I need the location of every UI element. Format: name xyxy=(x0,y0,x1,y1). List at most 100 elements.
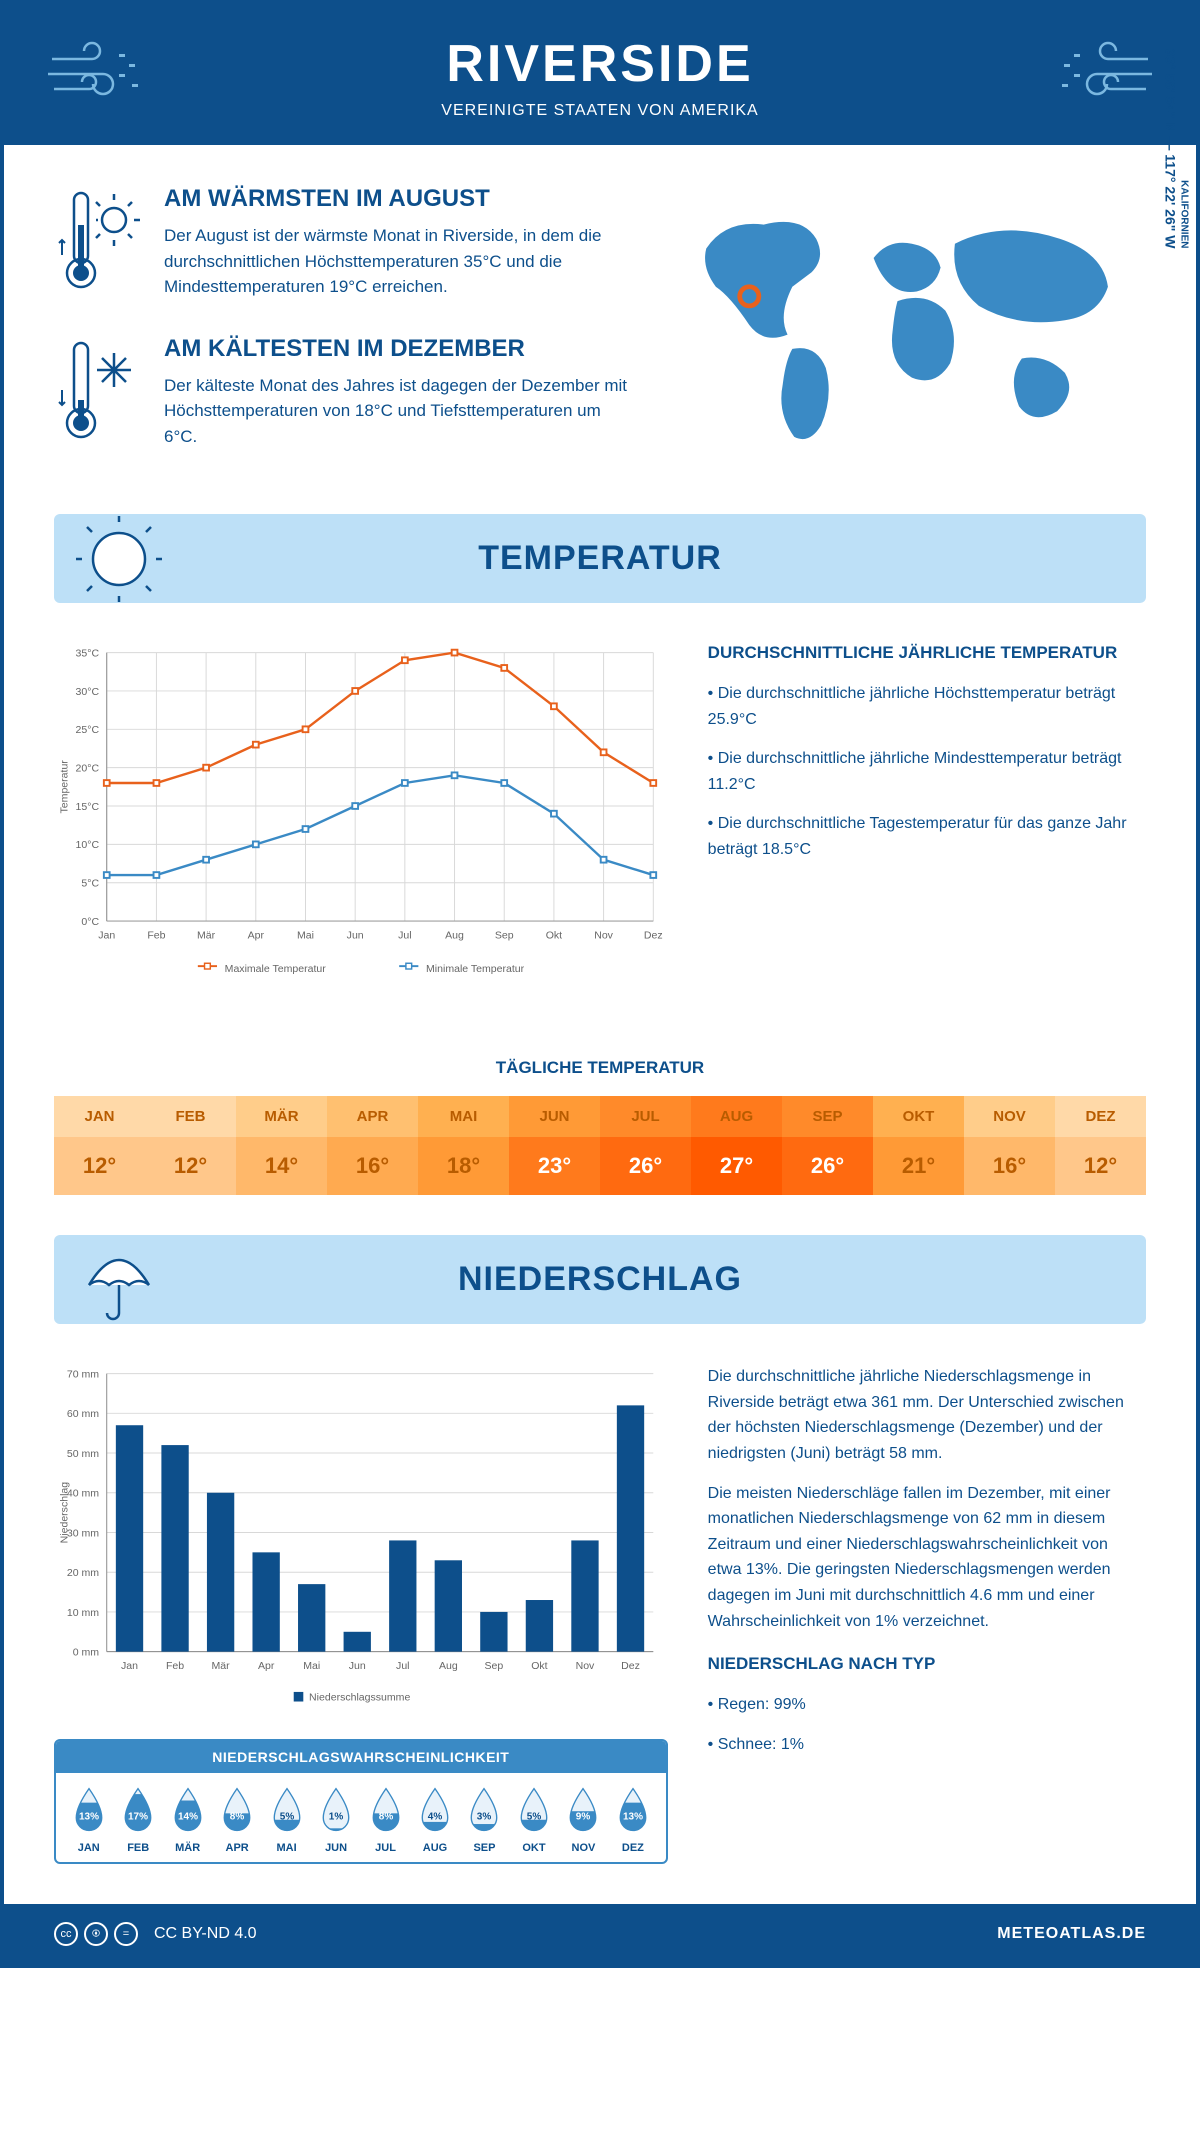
umbrella-icon xyxy=(74,1235,164,1325)
precip-content: 0 mm10 mm20 mm30 mm40 mm50 mm60 mm70 mmJ… xyxy=(4,1324,1196,1904)
coldest-text: Der kälteste Monat des Jahres ist dagege… xyxy=(164,373,628,450)
droplet: 8% JUL xyxy=(361,1785,410,1854)
temp-section-title: TEMPERATUR xyxy=(104,539,1096,578)
svg-text:Aug: Aug xyxy=(439,1660,458,1672)
temp-bullet: • Die durchschnittliche Tagestemperatur … xyxy=(708,811,1146,862)
precip-prob-title: NIEDERSCHLAGSWAHRSCHEINLICHKEIT xyxy=(56,1741,666,1773)
daily-cell: JUL 26° xyxy=(600,1096,691,1195)
svg-text:Dez: Dez xyxy=(644,929,663,941)
droplet: 14% MÄR xyxy=(163,1785,212,1854)
daily-cell: MAI 18° xyxy=(418,1096,509,1195)
daily-temp-title: TÄGLICHE TEMPERATUR xyxy=(4,1058,1196,1078)
svg-text:5°C: 5°C xyxy=(81,878,99,890)
precip-type-heading: NIEDERSCHLAG NACH TYP xyxy=(708,1654,1146,1674)
svg-text:20 mm: 20 mm xyxy=(67,1567,99,1579)
precip-probability-box: NIEDERSCHLAGSWAHRSCHEINLICHKEIT 13% JAN … xyxy=(54,1739,668,1864)
svg-text:10°C: 10°C xyxy=(76,839,100,851)
svg-text:Jun: Jun xyxy=(349,1660,366,1672)
daily-cell: DEZ 12° xyxy=(1055,1096,1146,1195)
intro-section: AM WÄRMSTEN IM AUGUST Der August ist der… xyxy=(4,145,1196,514)
svg-text:Aug: Aug xyxy=(445,929,464,941)
droplet: 17% FEB xyxy=(113,1785,162,1854)
svg-text:8%: 8% xyxy=(230,1812,245,1823)
temp-bullet: • Die durchschnittliche jährliche Mindes… xyxy=(708,746,1146,797)
page-title: RIVERSIDE xyxy=(44,34,1156,94)
svg-text:Jul: Jul xyxy=(398,929,411,941)
svg-text:13%: 13% xyxy=(79,1812,99,1823)
svg-text:15°C: 15°C xyxy=(76,801,100,813)
coordinates: KALIFORNIEN33° 58' 54" N — 117° 22' 26" … xyxy=(1163,48,1190,248)
warmest-fact: AM WÄRMSTEN IM AUGUST Der August ist der… xyxy=(54,185,628,300)
svg-text:Mai: Mai xyxy=(297,929,314,941)
nd-icon: = xyxy=(114,1922,138,1946)
svg-text:Dez: Dez xyxy=(621,1660,640,1672)
daily-cell: APR 16° xyxy=(327,1096,418,1195)
daily-cell: OKT 21° xyxy=(873,1096,964,1195)
droplet: 9% NOV xyxy=(559,1785,608,1854)
temperature-line-chart: 0°C5°C10°C15°C20°C25°C30°C35°CJanFebMärA… xyxy=(54,643,668,988)
svg-text:13%: 13% xyxy=(623,1812,643,1823)
svg-text:9%: 9% xyxy=(576,1812,591,1823)
svg-text:40 mm: 40 mm xyxy=(67,1488,99,1500)
precip-paragraph: Die meisten Niederschläge fallen im Deze… xyxy=(708,1481,1146,1635)
page-subtitle: VEREINIGTE STAATEN VON AMERIKA xyxy=(44,102,1156,120)
svg-text:Feb: Feb xyxy=(147,929,165,941)
svg-text:Sep: Sep xyxy=(495,929,514,941)
svg-text:Nov: Nov xyxy=(576,1660,595,1672)
svg-text:3%: 3% xyxy=(477,1812,492,1823)
svg-text:Feb: Feb xyxy=(166,1660,184,1672)
svg-text:5%: 5% xyxy=(279,1812,294,1823)
license-text: CC BY-ND 4.0 xyxy=(154,1925,257,1943)
thermometer-snow-icon xyxy=(54,335,144,445)
droplet: 1% JUN xyxy=(311,1785,360,1854)
temp-bullet: • Die durchschnittliche jährliche Höchst… xyxy=(708,681,1146,732)
svg-text:4%: 4% xyxy=(428,1812,443,1823)
warmest-title: AM WÄRMSTEN IM AUGUST xyxy=(164,185,628,213)
svg-text:Niederschlag: Niederschlag xyxy=(58,1482,70,1544)
svg-text:Okt: Okt xyxy=(531,1660,547,1672)
svg-text:14%: 14% xyxy=(178,1812,198,1823)
precip-section-header: NIEDERSCHLAG xyxy=(54,1235,1146,1324)
precip-type: • Schnee: 1% xyxy=(708,1732,1146,1758)
footer: cc 🅯 = CC BY-ND 4.0 METEOATLAS.DE xyxy=(4,1904,1196,1964)
world-map xyxy=(668,185,1146,465)
svg-text:Minimale Temperatur: Minimale Temperatur xyxy=(426,963,525,975)
svg-text:Jul: Jul xyxy=(396,1660,409,1672)
daily-temp-table: JAN 12° FEB 12° MÄR 14° APR 16° MAI 18° … xyxy=(54,1096,1146,1195)
svg-text:60 mm: 60 mm xyxy=(67,1408,99,1420)
svg-text:10 mm: 10 mm xyxy=(67,1607,99,1619)
svg-text:Okt: Okt xyxy=(546,929,562,941)
daily-cell: JAN 12° xyxy=(54,1096,145,1195)
svg-text:Niederschlagssumme: Niederschlagssumme xyxy=(309,1692,410,1704)
precipitation-bar-chart: 0 mm10 mm20 mm30 mm40 mm50 mm60 mm70 mmJ… xyxy=(54,1364,668,1709)
sun-icon xyxy=(74,514,164,604)
precip-type: • Regen: 99% xyxy=(708,1692,1146,1718)
svg-text:1%: 1% xyxy=(329,1812,344,1823)
svg-text:35°C: 35°C xyxy=(76,647,100,659)
cc-icon: cc xyxy=(54,1922,78,1946)
precip-paragraph: Die durchschnittliche jährliche Niedersc… xyxy=(708,1364,1146,1466)
svg-text:30°C: 30°C xyxy=(76,686,100,698)
droplet: 13% JAN xyxy=(64,1785,113,1854)
svg-text:30 mm: 30 mm xyxy=(67,1528,99,1540)
droplet: 5% OKT xyxy=(509,1785,558,1854)
svg-text:0°C: 0°C xyxy=(81,916,99,928)
site-name: METEOATLAS.DE xyxy=(997,1925,1146,1943)
wind-icon xyxy=(44,34,154,114)
svg-text:5%: 5% xyxy=(527,1812,542,1823)
daily-cell: NOV 16° xyxy=(964,1096,1055,1195)
svg-text:Mär: Mär xyxy=(197,929,216,941)
by-icon: 🅯 xyxy=(84,1922,108,1946)
daily-cell: JUN 23° xyxy=(509,1096,600,1195)
daily-cell: SEP 26° xyxy=(782,1096,873,1195)
svg-text:Jan: Jan xyxy=(121,1660,138,1672)
droplet: 4% AUG xyxy=(410,1785,459,1854)
thermometer-sun-icon xyxy=(54,185,144,295)
warmest-text: Der August ist der wärmste Monat in Rive… xyxy=(164,223,628,300)
svg-text:Mär: Mär xyxy=(212,1660,231,1672)
droplet: 5% MAI xyxy=(262,1785,311,1854)
svg-text:Maximale Temperatur: Maximale Temperatur xyxy=(225,963,327,975)
droplet: 8% APR xyxy=(212,1785,261,1854)
svg-text:Apr: Apr xyxy=(258,1660,275,1672)
temp-text-heading: DURCHSCHNITTLICHE JÄHRLICHE TEMPERATUR xyxy=(708,643,1146,663)
